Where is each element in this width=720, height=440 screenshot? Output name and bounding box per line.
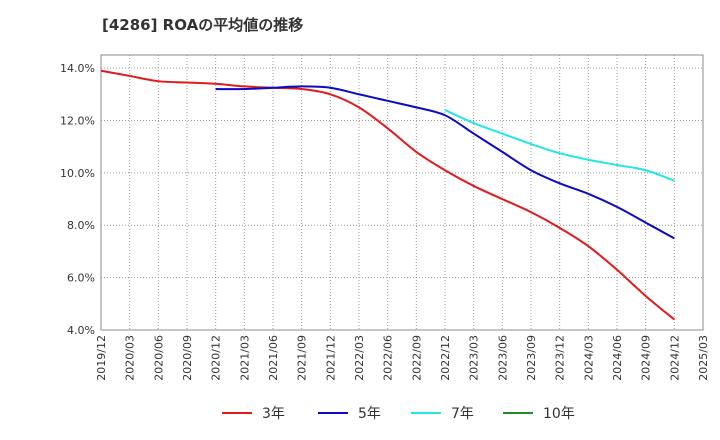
x-tick-label: 2024/12 — [668, 335, 681, 381]
y-tick-label: 10.0% — [60, 167, 95, 180]
y-axis-ticks: 4.0% 6.0% 8.0% 10.0% 12.0% 14.0% — [60, 62, 95, 337]
x-tick-label: 2025/03 — [697, 335, 710, 381]
x-tick-label: 2021/06 — [267, 335, 280, 381]
x-tick-label: 2022/09 — [410, 335, 423, 381]
legend-label-3: 10年 — [543, 406, 575, 422]
plot-area — [100, 54, 704, 331]
x-tick-label: 2019/12 — [95, 335, 108, 381]
x-tick-label: 2023/09 — [525, 335, 538, 381]
legend-label-0: 3年 — [262, 406, 285, 422]
x-tick-label: 2022/06 — [382, 335, 395, 381]
series-line-2 — [444, 109, 675, 182]
x-tick-label: 2023/12 — [554, 335, 567, 381]
x-tick-label: 2021/12 — [324, 335, 337, 381]
x-axis-ticks: 2019/12 2020/03 2020/06 2020/09 2020/12 2021/… — [95, 335, 710, 381]
chart-title: [4286] ROAの平均値の推移 — [102, 16, 304, 34]
x-tick-label: 2020/03 — [124, 335, 137, 381]
y-tick-label: 4.0% — [67, 324, 95, 337]
series-lines — [100, 69, 675, 321]
x-tick-label: 2023/03 — [468, 335, 481, 381]
x-tick-label: 2024/09 — [640, 335, 653, 381]
grid — [101, 55, 703, 331]
legend: 3年 5年 7年 10年 — [222, 406, 575, 422]
y-tick-label: 8.0% — [67, 219, 95, 232]
x-tick-label: 2022/12 — [439, 335, 452, 381]
series-line-1 — [215, 85, 675, 240]
y-tick-label: 14.0% — [60, 62, 95, 75]
y-tick-label: 12.0% — [60, 114, 95, 127]
x-tick-label: 2023/06 — [496, 335, 509, 381]
x-tick-label: 2021/03 — [238, 335, 251, 381]
y-tick-label: 6.0% — [67, 272, 95, 285]
x-tick-label: 2024/06 — [611, 335, 624, 381]
series-line-0 — [100, 69, 675, 321]
x-tick-label: 2022/03 — [353, 335, 366, 381]
x-tick-label: 2021/09 — [296, 335, 309, 381]
x-tick-label: 2024/03 — [582, 335, 595, 381]
legend-label-2: 7年 — [451, 406, 474, 422]
legend-label-1: 5年 — [358, 406, 381, 422]
x-tick-label: 2020/09 — [181, 335, 194, 381]
x-tick-label: 2020/06 — [152, 335, 165, 381]
x-tick-label: 2020/12 — [210, 335, 223, 381]
